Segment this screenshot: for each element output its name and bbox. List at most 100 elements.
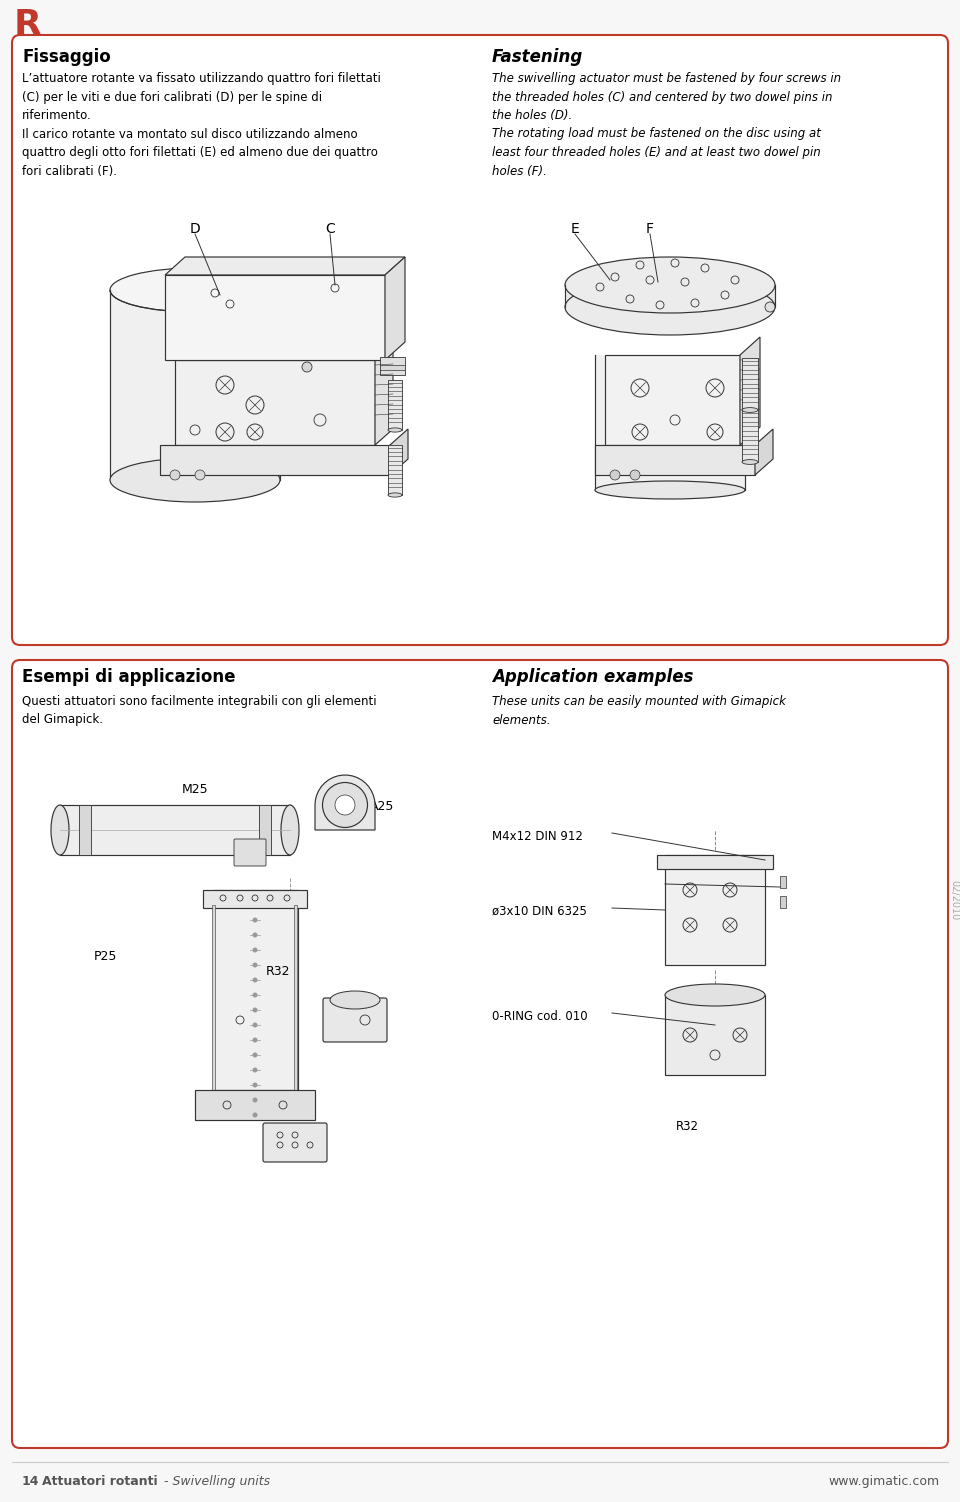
Text: R: R bbox=[14, 8, 42, 42]
Text: Fissaggio: Fissaggio bbox=[22, 48, 110, 66]
Text: F: F bbox=[646, 222, 654, 236]
FancyBboxPatch shape bbox=[323, 997, 387, 1042]
Bar bbox=[388, 380, 402, 430]
Bar bbox=[742, 357, 758, 410]
Circle shape bbox=[252, 1068, 257, 1072]
Ellipse shape bbox=[388, 493, 402, 497]
Text: 0-RING cod. 010: 0-RING cod. 010 bbox=[492, 1009, 588, 1023]
Circle shape bbox=[252, 1053, 257, 1057]
Circle shape bbox=[252, 978, 257, 982]
Text: www.gimatic.com: www.gimatic.com bbox=[828, 1475, 940, 1488]
Ellipse shape bbox=[742, 407, 758, 413]
Ellipse shape bbox=[665, 984, 765, 1006]
Ellipse shape bbox=[565, 257, 775, 312]
Circle shape bbox=[630, 470, 640, 481]
Text: A25: A25 bbox=[370, 801, 395, 813]
Bar bbox=[565, 285, 775, 306]
Text: Questi attuatori sono facilmente integrabili con gli elementi
del Gimapick.: Questi attuatori sono facilmente integra… bbox=[22, 695, 376, 727]
Ellipse shape bbox=[565, 279, 775, 335]
Bar bbox=[780, 876, 786, 888]
Text: R32: R32 bbox=[266, 964, 290, 978]
Ellipse shape bbox=[110, 458, 280, 502]
Circle shape bbox=[252, 1023, 257, 1027]
Polygon shape bbox=[390, 430, 408, 475]
Ellipse shape bbox=[110, 267, 280, 312]
Ellipse shape bbox=[330, 991, 380, 1009]
Polygon shape bbox=[740, 336, 760, 445]
Circle shape bbox=[252, 1038, 257, 1042]
Bar bbox=[259, 805, 271, 855]
Bar bbox=[742, 410, 758, 463]
Text: The swivelling actuator must be fastened by four screws in
the threaded holes (C: The swivelling actuator must be fastened… bbox=[492, 72, 841, 177]
Bar bbox=[110, 290, 280, 481]
Ellipse shape bbox=[335, 795, 355, 816]
Polygon shape bbox=[175, 360, 375, 445]
Bar bbox=[380, 365, 405, 369]
Text: These units can be easily mounted with Gimapick
elements.: These units can be easily mounted with G… bbox=[492, 695, 786, 727]
Circle shape bbox=[252, 1098, 257, 1102]
Ellipse shape bbox=[742, 460, 758, 464]
FancyBboxPatch shape bbox=[263, 1123, 327, 1163]
Bar bbox=[665, 855, 765, 964]
Circle shape bbox=[195, 470, 205, 481]
Bar bbox=[79, 805, 91, 855]
Text: D: D bbox=[190, 222, 201, 236]
Polygon shape bbox=[160, 445, 390, 475]
Circle shape bbox=[252, 918, 257, 922]
Circle shape bbox=[252, 963, 257, 967]
Polygon shape bbox=[165, 257, 405, 275]
Circle shape bbox=[170, 470, 180, 481]
Circle shape bbox=[252, 1083, 257, 1087]
Text: Fastening: Fastening bbox=[492, 48, 584, 66]
Circle shape bbox=[252, 933, 257, 937]
Bar bbox=[388, 445, 402, 496]
Ellipse shape bbox=[323, 783, 368, 828]
Polygon shape bbox=[203, 891, 307, 909]
FancyBboxPatch shape bbox=[234, 840, 266, 867]
Bar bbox=[294, 906, 297, 1090]
Polygon shape bbox=[657, 855, 773, 870]
Text: - Swivelling units: - Swivelling units bbox=[160, 1475, 270, 1488]
Text: M4x12 DIN 912: M4x12 DIN 912 bbox=[492, 831, 583, 843]
Polygon shape bbox=[595, 445, 755, 475]
Text: ø3x10 DIN 6325: ø3x10 DIN 6325 bbox=[492, 906, 587, 918]
Text: S25: S25 bbox=[218, 1090, 242, 1102]
Text: Application examples: Application examples bbox=[492, 668, 693, 686]
Circle shape bbox=[252, 1008, 257, 1012]
Text: Esempi di applicazione: Esempi di applicazione bbox=[22, 668, 235, 686]
Text: Attuatori rotanti: Attuatori rotanti bbox=[42, 1475, 157, 1488]
Ellipse shape bbox=[595, 481, 745, 499]
Bar bbox=[60, 805, 290, 855]
Bar bbox=[212, 906, 215, 1090]
Text: S25: S25 bbox=[667, 880, 689, 894]
Bar bbox=[595, 354, 745, 490]
FancyBboxPatch shape bbox=[12, 35, 948, 644]
Polygon shape bbox=[755, 430, 773, 475]
Ellipse shape bbox=[51, 805, 69, 855]
Circle shape bbox=[252, 948, 257, 952]
Text: M25: M25 bbox=[181, 783, 208, 796]
Polygon shape bbox=[165, 275, 385, 360]
Bar bbox=[665, 994, 765, 1075]
Circle shape bbox=[252, 1113, 257, 1117]
Circle shape bbox=[252, 993, 257, 997]
Text: E: E bbox=[570, 222, 580, 236]
Text: 14: 14 bbox=[22, 1475, 39, 1488]
Circle shape bbox=[610, 470, 620, 481]
Polygon shape bbox=[385, 257, 405, 360]
FancyBboxPatch shape bbox=[12, 659, 948, 1448]
Text: P25: P25 bbox=[93, 949, 117, 963]
Bar bbox=[380, 357, 405, 376]
Text: 02/2010: 02/2010 bbox=[949, 880, 959, 921]
Bar bbox=[213, 891, 298, 1090]
Ellipse shape bbox=[388, 428, 402, 433]
Circle shape bbox=[302, 362, 312, 372]
Ellipse shape bbox=[281, 805, 299, 855]
Bar bbox=[780, 897, 786, 909]
Text: C: C bbox=[325, 222, 335, 236]
Polygon shape bbox=[195, 1090, 315, 1120]
Circle shape bbox=[765, 302, 775, 312]
Text: R32: R32 bbox=[676, 1120, 699, 1133]
Text: L’attuatore rotante va fissato utilizzando quattro fori filettati
(C) per le vit: L’attuatore rotante va fissato utilizzan… bbox=[22, 72, 381, 177]
Polygon shape bbox=[375, 344, 393, 445]
